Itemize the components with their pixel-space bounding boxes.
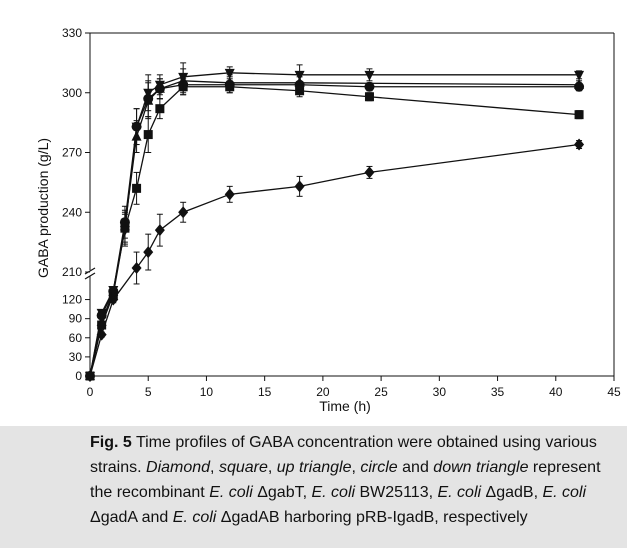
caption-text: ΔgadB, — [481, 484, 543, 501]
down-triangle-point — [143, 88, 154, 99]
down-triangle-point — [178, 72, 189, 83]
caption-text: , — [267, 459, 277, 476]
diamond-series-line — [89, 143, 580, 377]
diamond-point — [131, 262, 142, 275]
caption-italic: down triangle — [433, 459, 529, 476]
down-triangle-point — [96, 308, 107, 319]
x-tick-label: 45 — [607, 385, 621, 399]
caption-text: ΔgabT, — [252, 484, 312, 501]
diamond-point — [154, 224, 165, 237]
y-tick-label: 300 — [62, 86, 82, 100]
caption-italic: E. coli — [542, 484, 587, 501]
caption-text: ΔgadA and — [90, 509, 173, 526]
y-tick-label: 120 — [62, 293, 82, 307]
diamond-point — [224, 188, 235, 201]
chart: 0 5 10 15 20 25 30 35 40 45 0 30 60 90 120 210 240 270 30… — [35, 26, 621, 414]
x-tick-label: 0 — [87, 385, 94, 399]
x-tick-label: 5 — [145, 385, 152, 399]
caption-box — [0, 426, 627, 548]
square-point — [132, 183, 142, 193]
caption-text: Time profiles of GABA concentration were… — [90, 434, 597, 476]
x-tick-label: 35 — [491, 385, 505, 399]
down-triangle-point — [119, 226, 130, 237]
down-triangle-series-line — [89, 72, 580, 377]
figure-caption: Fig. 5 Time profiles of GABA concentrati… — [90, 430, 615, 530]
caption-text: ΔgadAB harboring pRB-IgadB, respectively — [216, 509, 528, 526]
y-tick-label: 330 — [62, 26, 82, 40]
down-triangle-point — [108, 286, 119, 296]
y-tick-label: 240 — [62, 205, 82, 219]
caption-italic: up triangle — [276, 459, 352, 476]
circle-point — [224, 79, 235, 90]
y-axis-ticks: 0 30 60 90 120 210 240 270 300 330 — [62, 26, 90, 383]
down-triangle-point — [154, 80, 165, 91]
diamond-series — [85, 138, 585, 382]
caption-italic: E. coli — [311, 484, 356, 501]
caption-text: and — [397, 459, 434, 476]
x-axis-ticks: 0 5 10 15 20 25 30 35 40 45 — [87, 376, 621, 399]
x-tick-label: 15 — [258, 385, 272, 399]
diamond-point — [294, 180, 305, 193]
caption-figure-label: Fig. 5 — [90, 434, 132, 451]
y-tick-label: 210 — [62, 265, 82, 279]
down-triangle-point — [364, 70, 375, 81]
diamond-point — [143, 246, 154, 259]
down-triangle-point — [131, 122, 142, 133]
square-point — [155, 104, 165, 114]
axis-break-mark — [84, 272, 96, 280]
axes — [84, 32, 615, 377]
y-tick-label: 0 — [75, 369, 82, 383]
y-tick-label: 60 — [69, 331, 83, 345]
caption-italic: E. coli — [437, 484, 482, 501]
down-triangle-point — [294, 70, 305, 81]
x-tick-label: 20 — [316, 385, 330, 399]
data-series — [85, 62, 585, 382]
caption-italic: square — [218, 459, 268, 476]
x-tick-label: 25 — [374, 385, 388, 399]
x-tick-label: 10 — [200, 385, 214, 399]
y-tick-label: 270 — [62, 146, 82, 160]
y-tick-label: 30 — [69, 350, 83, 364]
down-triangle-series — [85, 62, 585, 382]
caption-text: , — [210, 459, 219, 476]
caption-italic: E. coli — [172, 509, 217, 526]
diamond-point — [178, 206, 189, 219]
caption-italic: Diamond — [146, 459, 211, 476]
caption-italic: circle — [360, 459, 398, 476]
square-point — [574, 110, 584, 120]
square-series-line — [89, 86, 580, 377]
y-axis-label: GABA production (g/L) — [35, 138, 51, 278]
axis-break-mark — [84, 267, 96, 275]
circle-point — [364, 81, 375, 92]
x-tick-label: 30 — [433, 385, 447, 399]
square-point — [143, 130, 153, 140]
caption-italic: E. coli — [209, 484, 253, 501]
x-tick-label: 40 — [549, 385, 563, 399]
down-triangle-point — [574, 70, 585, 81]
down-triangle-point — [224, 68, 235, 79]
circle-point — [574, 81, 585, 92]
caption-text: BW25113, — [355, 484, 438, 501]
down-triangle-point — [85, 372, 95, 382]
y-tick-label: 90 — [69, 312, 83, 326]
x-axis-label: Time (h) — [319, 398, 371, 414]
diamond-point — [574, 138, 585, 151]
square-point — [364, 92, 374, 102]
diamond-point — [364, 166, 375, 179]
caption-text: represent the recombinant — [90, 459, 601, 501]
caption-text: , — [351, 459, 361, 476]
